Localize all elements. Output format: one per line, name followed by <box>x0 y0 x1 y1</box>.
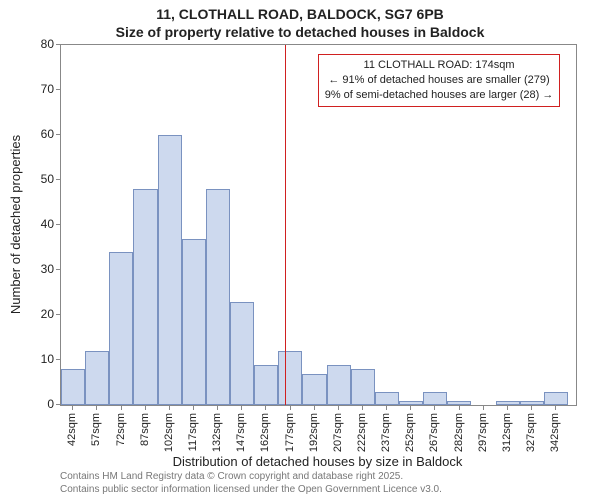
x-tick-mark <box>145 405 146 410</box>
footer-line-2: Contains public sector information licen… <box>60 484 442 497</box>
x-tick-mark <box>72 405 73 410</box>
x-tick-mark <box>362 405 363 410</box>
y-tick: 40 <box>0 216 60 232</box>
annotation-line-2: ← 91% of detached houses are smaller (27… <box>325 73 554 88</box>
histogram-bar <box>230 302 254 406</box>
histogram-bar <box>206 189 230 405</box>
histogram-bar <box>158 135 182 405</box>
x-tick-label: 177sqm <box>284 413 296 452</box>
histogram-bar <box>327 365 351 406</box>
x-tick-label: 57sqm <box>90 413 102 446</box>
histogram-bar <box>61 369 85 405</box>
histogram-bar <box>399 401 423 406</box>
y-tick: 80 <box>0 36 60 52</box>
x-tick-label: 102sqm <box>163 413 175 452</box>
y-tick: 0 <box>0 396 60 412</box>
x-tick-mark <box>507 405 508 410</box>
x-tick-label: 192sqm <box>308 413 320 452</box>
title-line-1: 11, CLOTHALL ROAD, BALDOCK, SG7 6PB <box>0 6 600 22</box>
x-tick-mark <box>169 405 170 410</box>
title-line-2: Size of property relative to detached ho… <box>0 24 600 40</box>
x-tick-mark <box>241 405 242 410</box>
x-tick-label: 147sqm <box>235 413 247 452</box>
x-tick-label: 132sqm <box>211 413 223 452</box>
x-tick-label: 117sqm <box>187 413 199 451</box>
x-tick-label: 207sqm <box>332 413 344 452</box>
x-tick-mark <box>386 405 387 410</box>
x-tick-label: 252sqm <box>404 413 416 452</box>
x-axis-label: Distribution of detached houses by size … <box>60 454 575 469</box>
x-tick-label: 222sqm <box>356 413 368 452</box>
x-tick-mark <box>338 405 339 410</box>
histogram-bar <box>351 369 375 405</box>
histogram-bar <box>423 392 447 406</box>
x-tick-label: 342sqm <box>549 413 561 452</box>
x-tick-mark <box>193 405 194 410</box>
reference-vline <box>285 45 286 405</box>
x-tick-label: 297sqm <box>477 413 489 452</box>
annotation-line-1: 11 CLOTHALL ROAD: 174sqm <box>325 58 554 73</box>
x-tick-mark <box>290 405 291 410</box>
histogram-bar <box>302 374 326 406</box>
x-tick-mark <box>531 405 532 410</box>
x-tick-mark <box>434 405 435 410</box>
x-tick-label: 237sqm <box>380 413 392 452</box>
x-tick-mark <box>265 405 266 410</box>
y-tick: 10 <box>0 351 60 367</box>
x-tick-label: 87sqm <box>139 413 151 446</box>
x-tick-mark <box>483 405 484 410</box>
x-tick-label: 42sqm <box>66 413 78 446</box>
x-tick-mark <box>96 405 97 410</box>
x-tick-label: 267sqm <box>428 413 440 452</box>
histogram-bar <box>85 351 109 405</box>
x-tick-mark <box>410 405 411 410</box>
annotation-box: 11 CLOTHALL ROAD: 174sqm← 91% of detache… <box>318 54 561 107</box>
figure: 11, CLOTHALL ROAD, BALDOCK, SG7 6PB Size… <box>0 0 600 500</box>
annotation-line-3: 9% of semi-detached houses are larger (2… <box>325 88 554 103</box>
attribution-footer: Contains HM Land Registry data © Crown c… <box>60 471 442 496</box>
histogram-bar <box>447 401 471 406</box>
histogram-bar <box>109 252 133 405</box>
histogram-bar <box>375 392 399 406</box>
histogram-bar <box>544 392 568 406</box>
y-tick: 70 <box>0 81 60 97</box>
y-tick: 20 <box>0 306 60 322</box>
plot-area: 42sqm57sqm72sqm87sqm102sqm117sqm132sqm14… <box>60 44 577 406</box>
histogram-bar <box>254 365 278 406</box>
histogram-bar <box>278 351 302 405</box>
y-tick: 30 <box>0 261 60 277</box>
x-tick-mark <box>459 405 460 410</box>
x-tick-label: 72sqm <box>115 413 127 446</box>
histogram-bar <box>520 401 544 406</box>
x-tick-label: 312sqm <box>501 413 513 452</box>
x-tick-label: 162sqm <box>259 413 271 452</box>
y-tick: 60 <box>0 126 60 142</box>
footer-line-1: Contains HM Land Registry data © Crown c… <box>60 471 442 484</box>
x-tick-mark <box>314 405 315 410</box>
histogram-bar <box>182 239 206 406</box>
x-tick-label: 327sqm <box>525 413 537 452</box>
y-tick: 50 <box>0 171 60 187</box>
x-tick-mark <box>217 405 218 410</box>
histogram-bar <box>133 189 157 405</box>
x-tick-mark <box>121 405 122 410</box>
x-tick-label: 282sqm <box>453 413 465 452</box>
x-tick-mark <box>555 405 556 410</box>
histogram-bar <box>496 401 520 406</box>
